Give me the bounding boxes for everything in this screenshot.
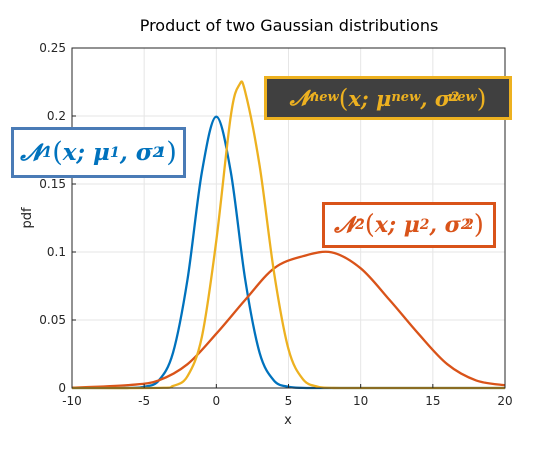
- y-tick-label: 0.1: [47, 245, 66, 259]
- y-tick-label: 0.2: [47, 109, 66, 123]
- y-tick-label: 0.15: [39, 177, 66, 191]
- x-tick-label: 20: [497, 394, 512, 408]
- n2-x: x: [374, 212, 388, 238]
- n2-sigma: σ: [444, 212, 461, 238]
- tick-labels: -10 -5 0 5 10 15 20 0 0.05 0.1 0.15 0.2 0.25: [39, 41, 512, 408]
- y-tick-label: 0: [58, 381, 66, 395]
- x-axis-label: x: [284, 413, 292, 428]
- x-tick-label: 15: [425, 394, 440, 408]
- y-tick-label: 0.05: [39, 313, 66, 327]
- n1-symbol: 𝓝: [20, 139, 43, 166]
- nnew-sigma: σ: [434, 85, 451, 111]
- nnew-mu: μ: [375, 85, 392, 111]
- series-n2-line: [71, 250, 506, 389]
- chart-title: Product of two Gaussian distributions: [140, 16, 439, 35]
- x-tick-label: 5: [285, 394, 293, 408]
- x-tick-label: 10: [353, 394, 368, 408]
- x-tick-label: 0: [213, 394, 221, 408]
- nnew-x: x: [348, 85, 361, 111]
- n1-x: x: [62, 139, 77, 166]
- n1-mu: μ: [93, 139, 110, 166]
- n2-mu: μ: [403, 212, 420, 238]
- y-axis-label: pdf: [20, 207, 35, 229]
- n1-sigma: σ: [135, 139, 153, 166]
- y-tick-label: 0.25: [39, 41, 66, 55]
- x-tick-label: -10: [62, 394, 82, 408]
- n2-symbol: 𝓝: [334, 212, 356, 238]
- x-tick-label: -5: [138, 394, 150, 408]
- nnew-symbol: 𝓝: [289, 85, 310, 110]
